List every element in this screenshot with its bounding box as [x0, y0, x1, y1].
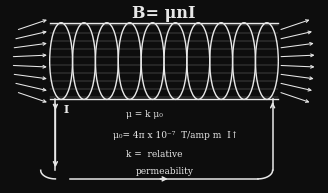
Text: I: I: [64, 104, 69, 115]
Text: B= μnI: B= μnI: [132, 5, 196, 23]
Text: permeability: permeability: [136, 167, 194, 176]
Text: μ = k μ₀: μ = k μ₀: [126, 110, 163, 119]
Text: μ₀= 4π x 10⁻⁷  T/amp m  I↑: μ₀= 4π x 10⁻⁷ T/amp m I↑: [113, 131, 239, 140]
Text: k =  relative: k = relative: [126, 150, 183, 159]
